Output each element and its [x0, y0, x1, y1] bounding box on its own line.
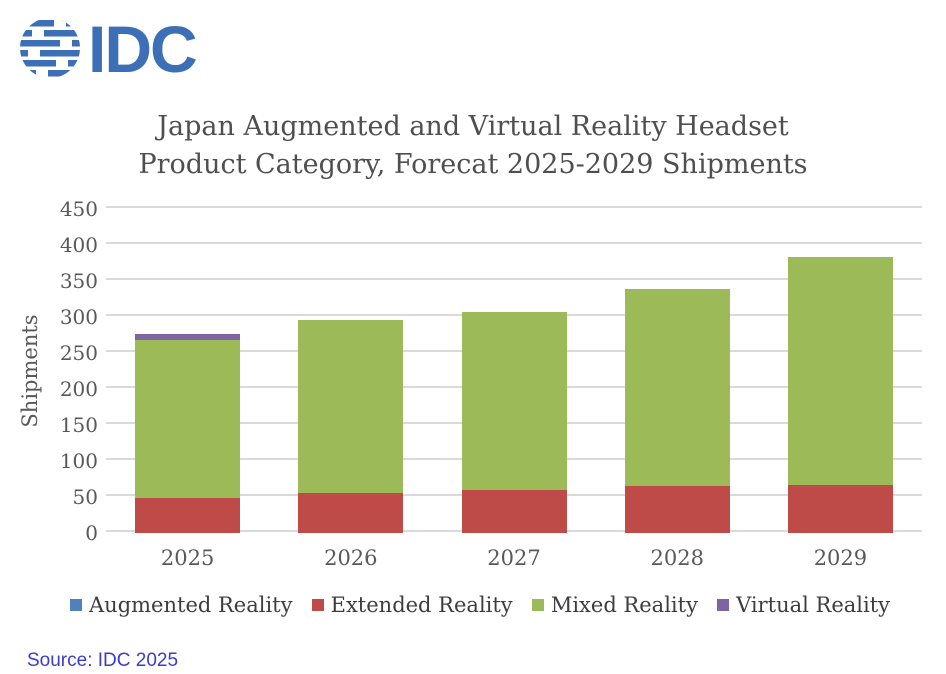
gridline: [106, 242, 922, 244]
bar-segment-2026-mixed-reality: [298, 319, 404, 494]
legend-swatch-icon: [311, 599, 324, 611]
bar-segment-2025-extended-reality: [135, 498, 241, 533]
legend: Augmented Reality Extended Reality Mixed R…: [70, 593, 890, 617]
bar-2027: [461, 311, 567, 533]
bar-segment-2028-extended-reality: [624, 486, 730, 533]
legend-item-extended-reality: Extended Reality: [311, 593, 513, 617]
y-tick-label: 50: [72, 485, 98, 509]
bars: [106, 209, 922, 533]
x-axis-ticks: 2025 2026 2027 2028 2029: [106, 546, 922, 570]
bar-2029: [787, 257, 893, 533]
legend-label: Extended Reality: [330, 593, 513, 617]
y-tick-label: 400: [59, 233, 98, 257]
legend-item-mixed-reality: Mixed Reality: [531, 593, 698, 617]
legend-label: Mixed Reality: [550, 593, 698, 617]
y-tick-label: 300: [59, 305, 98, 329]
bar-segment-2029-extended-reality: [787, 484, 893, 533]
idc-logo: IDC: [20, 12, 198, 86]
legend-item-virtual-reality: Virtual Reality: [717, 593, 890, 617]
y-tick-label: 0: [85, 521, 98, 545]
legend-item-augmented-reality: Augmented Reality: [70, 593, 292, 617]
bar-2026: [298, 319, 404, 533]
legend-swatch-icon: [531, 599, 544, 611]
legend-swatch-icon: [717, 599, 730, 611]
source-text: Source: IDC 2025: [27, 650, 179, 671]
x-tick-label-2028: 2028: [650, 546, 704, 570]
y-tick-label: 100: [59, 449, 98, 473]
x-tick-label-2027: 2027: [487, 546, 541, 570]
bar-segment-2027-mixed-reality: [461, 311, 567, 490]
y-tick-label: 150: [59, 413, 98, 437]
x-tick-label-2026: 2026: [324, 546, 378, 570]
bar-slot-2028: [596, 209, 759, 533]
bar-segment-2026-extended-reality: [298, 493, 404, 533]
bar-slot-2026: [269, 209, 432, 533]
bar-2028: [624, 288, 730, 533]
legend-label: Augmented Reality: [89, 593, 293, 617]
x-tick-label-2029: 2029: [813, 546, 868, 570]
chart-title: Japan Augmented and Virtual Reality Head…: [0, 108, 946, 184]
bar-2025: [135, 334, 241, 533]
y-tick-label: 350: [59, 269, 98, 293]
bar-slot-2027: [432, 209, 595, 533]
y-axis-ticks: 0 50 100 150 200 250 300 350 400 450: [38, 0, 98, 674]
bar-segment-2029-mixed-reality: [787, 257, 893, 485]
chart-title-line1: Japan Augmented and Virtual Reality Head…: [157, 111, 789, 142]
bar-segment-2027-extended-reality: [461, 489, 567, 533]
bar-segment-2025-mixed-reality: [135, 340, 241, 499]
gridline: [106, 278, 922, 280]
legend-label: Virtual Reality: [736, 593, 890, 617]
gridline: [106, 206, 922, 208]
bar-slot-2025: [106, 209, 269, 533]
y-tick-label: 250: [59, 341, 98, 365]
bar-segment-2028-mixed-reality: [624, 288, 730, 487]
bar-segment-2025-virtual-reality: [135, 334, 241, 341]
chart-title-line2: Product Category, Forecat 2025-2029 Ship…: [138, 149, 808, 180]
x-tick-label-2025: 2025: [160, 546, 215, 570]
idc-globe-icon: [20, 20, 80, 77]
plot-area: [106, 206, 922, 533]
y-tick-label: 450: [59, 197, 98, 221]
y-tick-label: 200: [59, 377, 98, 401]
legend-swatch-icon: [70, 599, 82, 611]
bar-slot-2029: [759, 209, 922, 533]
idc-logo-text: IDC: [88, 12, 196, 86]
